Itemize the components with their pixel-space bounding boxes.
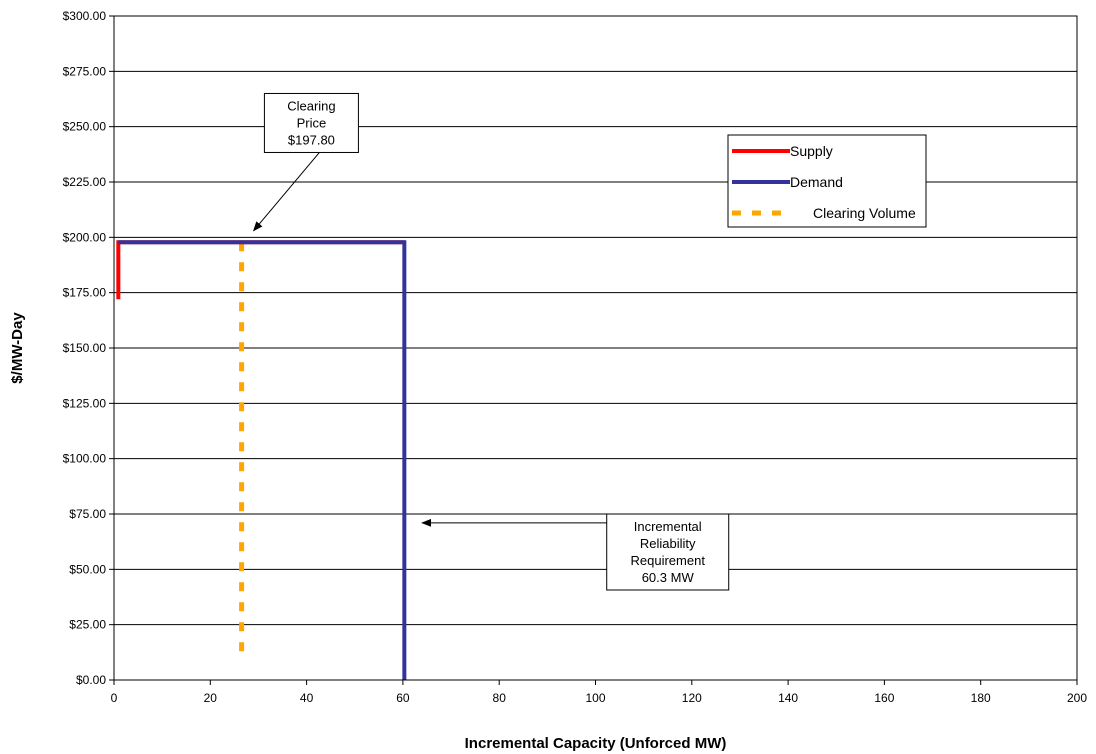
annotation-box bbox=[263, 92, 359, 153]
x-tick-label: 100 bbox=[585, 691, 605, 705]
annotation-callout: Incremental Reliability Requirement 60.3 MW bbox=[421, 513, 730, 591]
legend: Supply Demand Clearing Volume bbox=[727, 134, 927, 228]
annotation-text: Reliability bbox=[640, 536, 696, 551]
x-tick-label: 180 bbox=[971, 691, 991, 705]
annotation-callout: Clearing Price $197.80 bbox=[252, 92, 359, 232]
y-tick-label: $175.00 bbox=[63, 286, 107, 300]
x-tick-label: 40 bbox=[300, 691, 314, 705]
x-tick-label: 20 bbox=[204, 691, 218, 705]
y-tick-label: $250.00 bbox=[63, 120, 107, 134]
annotation-box bbox=[606, 513, 730, 591]
annotation-arrow bbox=[252, 152, 320, 232]
x-tick-label: 0 bbox=[111, 691, 118, 705]
annotation-text: 60.3 MW bbox=[642, 570, 695, 585]
series-line-demand bbox=[118, 240, 407, 680]
grid-lines bbox=[114, 70, 1077, 626]
y-tick-label: $275.00 bbox=[63, 64, 107, 78]
x-tick-label: 80 bbox=[493, 691, 507, 705]
y-axis: $0.00 $25.00 $50.00 $75.00 $100.00 $125.00 $15… bbox=[63, 9, 114, 687]
y-axis-title: $/MW-Day bbox=[9, 312, 26, 384]
x-axis: 0 20 40 60 80 100 120 140 160 180 200 bbox=[111, 680, 1087, 705]
y-tick-label: $225.00 bbox=[63, 175, 107, 189]
x-tick-label: 60 bbox=[396, 691, 410, 705]
y-tick-label: $125.00 bbox=[63, 396, 107, 410]
legend-label: Clearing Volume bbox=[813, 205, 916, 221]
y-tick-label: $200.00 bbox=[63, 230, 107, 244]
y-tick-label: $150.00 bbox=[63, 341, 107, 355]
series-layer bbox=[116, 240, 407, 680]
annotation-text: Clearing bbox=[287, 98, 335, 113]
y-tick-label: $25.00 bbox=[69, 618, 106, 632]
x-tick-label: 160 bbox=[874, 691, 894, 705]
legend-label: Demand bbox=[790, 174, 843, 190]
x-tick-label: 120 bbox=[682, 691, 702, 705]
x-tick-label: 140 bbox=[778, 691, 798, 705]
annotation-text: Incremental bbox=[634, 519, 702, 534]
y-tick-label: $100.00 bbox=[63, 452, 107, 466]
y-tick-label: $75.00 bbox=[69, 507, 106, 521]
x-axis-title: Incremental Capacity (Unforced MW) bbox=[465, 735, 727, 752]
annotation-text: $197.80 bbox=[288, 132, 335, 147]
y-tick-label: $50.00 bbox=[69, 562, 106, 576]
series-line-supply bbox=[116, 240, 405, 300]
annotation-text: Requirement bbox=[631, 553, 706, 568]
x-tick-label: 200 bbox=[1067, 691, 1087, 705]
annotations: Clearing Price $197.80 Incremental Reliabili… bbox=[252, 92, 730, 591]
y-tick-label: $300.00 bbox=[63, 9, 107, 23]
annotation-text: Price bbox=[297, 115, 327, 130]
legend-label: Supply bbox=[790, 143, 833, 159]
y-tick-label: $0.00 bbox=[76, 673, 106, 687]
